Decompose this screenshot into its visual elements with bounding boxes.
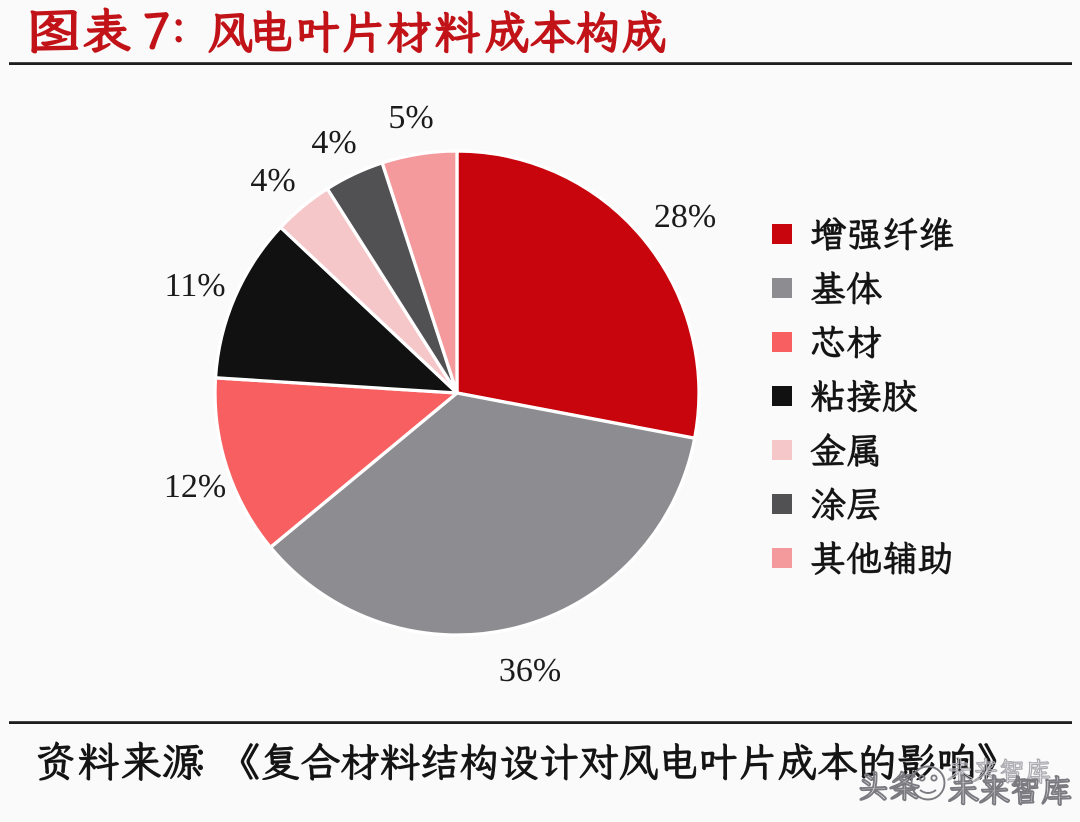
svg-text:4%: 4% [250,162,295,199]
svg-text:5%: 5% [388,99,433,136]
svg-text:11%: 11% [164,267,225,304]
svg-text:12%: 12% [164,468,226,505]
svg-text:36%: 36% [499,652,561,689]
svg-text:4%: 4% [311,124,356,161]
svg-text:28%: 28% [654,198,716,235]
